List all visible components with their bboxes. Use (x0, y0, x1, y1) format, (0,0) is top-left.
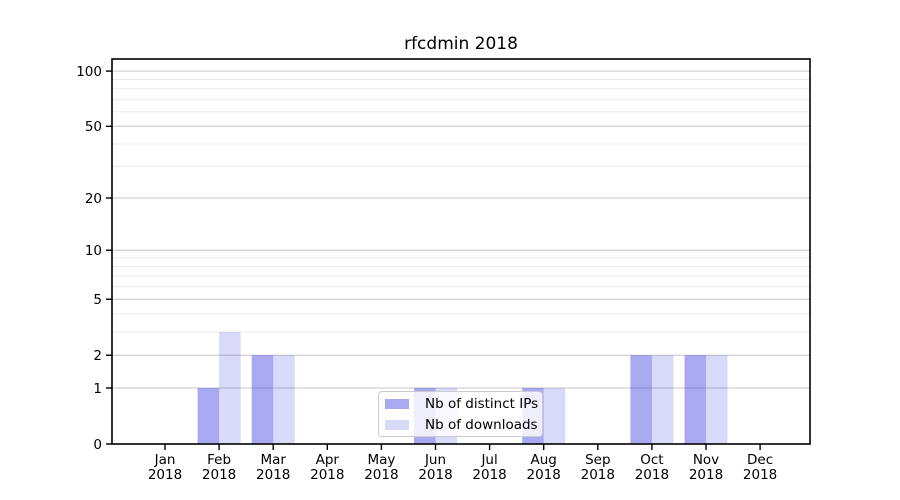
bar-ips-oct (630, 355, 652, 444)
x-tick-label-year-mar: 2018 (256, 467, 290, 483)
x-tick-label-month-jan: Jan (154, 452, 176, 468)
bar-downloads-feb (219, 331, 241, 444)
y-tick-label-5: 5 (93, 292, 102, 308)
x-tick-label-month-jun: Jun (424, 452, 446, 468)
legend-label-distinct-ips: Nb of distinct IPs (425, 395, 539, 412)
bar-ips-feb (197, 387, 220, 444)
legend: Nb of distinct IPs Nb of downloads (378, 391, 543, 437)
y-tick-label-20: 20 (85, 191, 102, 207)
legend-row-downloads: Nb of downloads (385, 417, 542, 433)
axes-frame (111, 58, 811, 445)
x-tick-label-year-jun: 2018 (418, 467, 452, 483)
legend-label-downloads: Nb of downloads (425, 416, 538, 433)
x-tick-label-month-sep: Sep (585, 452, 610, 468)
x-tick-label-year-nov: 2018 (689, 467, 723, 483)
x-tick-label-month-apr: Apr (316, 452, 340, 468)
x-tick-label-year-oct: 2018 (635, 467, 669, 483)
x-tick-label-year-dec: 2018 (743, 467, 777, 483)
x-tick-label-month-aug: Aug (531, 452, 557, 468)
y-tick-label-0: 0 (93, 437, 102, 453)
legend-row-distinct-ips: Nb of distinct IPs (385, 396, 542, 412)
chart-title: rfcdmin 2018 (404, 34, 518, 54)
bar-ips-mar (251, 355, 274, 444)
x-tick-label-month-feb: Feb (207, 452, 231, 468)
bar-downloads-oct (651, 355, 674, 444)
x-tick-label-year-feb: 2018 (202, 467, 236, 483)
y-tick-label-2: 2 (93, 348, 102, 364)
y-tick-label-1: 1 (93, 381, 102, 397)
x-tick-label-month-nov: Nov (693, 452, 719, 468)
bar-ips-nov (684, 355, 706, 444)
y-tick-label-100: 100 (76, 64, 102, 80)
legend-swatch-downloads-icon (385, 419, 409, 430)
x-tick-label-year-may: 2018 (364, 467, 398, 483)
bar-downloads-mar (273, 355, 295, 444)
y-tick-label-50: 50 (85, 119, 102, 135)
x-tick-label-month-dec: Dec (747, 452, 773, 468)
x-tick-label-year-apr: 2018 (310, 467, 344, 483)
x-tick-label-year-sep: 2018 (581, 467, 615, 483)
x-tick-label-year-aug: 2018 (527, 467, 561, 483)
x-tick-label-month-oct: Oct (640, 452, 663, 468)
legend-swatch-distinct-ips-icon (385, 398, 409, 409)
x-tick-label-year-jul: 2018 (472, 467, 506, 483)
y-tick-label-10: 10 (85, 243, 102, 259)
bar-downloads-aug (543, 387, 566, 444)
x-tick-label-year-jan: 2018 (148, 467, 182, 483)
bar-downloads-nov (706, 355, 728, 444)
x-tick-label-month-jul: Jul (480, 452, 497, 468)
x-tick-label-month-mar: Mar (260, 452, 286, 468)
x-tick-label-month-may: May (367, 452, 395, 468)
